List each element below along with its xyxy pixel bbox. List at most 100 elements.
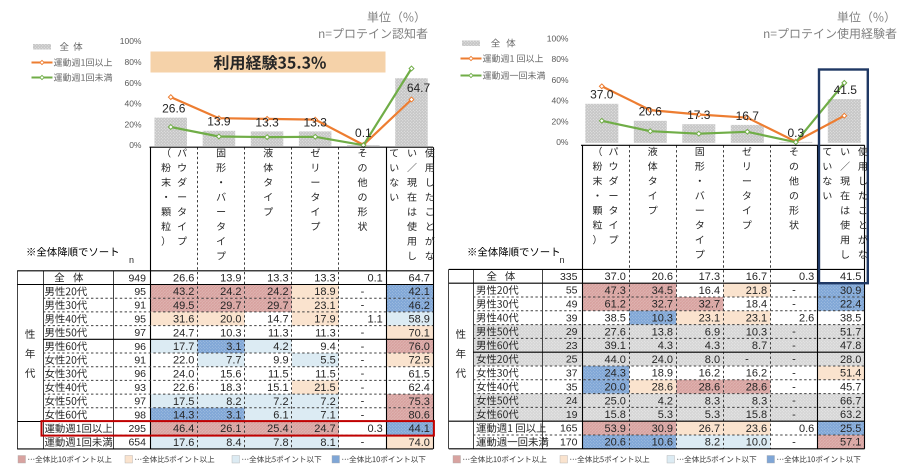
svg-text:38.5: 38.5 xyxy=(840,313,861,325)
svg-text:49.5: 49.5 xyxy=(173,300,194,312)
svg-text:96: 96 xyxy=(134,368,146,380)
svg-text:-: - xyxy=(361,409,365,421)
svg-text:18.4: 18.4 xyxy=(746,299,767,311)
svg-text:1.1: 1.1 xyxy=(368,314,383,326)
svg-text:25.0: 25.0 xyxy=(604,395,625,407)
svg-text:4.2: 4.2 xyxy=(273,341,288,353)
svg-text:46.2: 46.2 xyxy=(408,300,429,312)
svg-text:44.0: 44.0 xyxy=(604,354,625,366)
svg-text:45.7: 45.7 xyxy=(840,382,861,394)
svg-text:30.9: 30.9 xyxy=(652,423,673,435)
svg-text:21.5: 21.5 xyxy=(314,382,335,394)
svg-text:17.7: 17.7 xyxy=(173,341,194,353)
svg-text:17.6: 17.6 xyxy=(173,437,194,449)
svg-text:32.7: 32.7 xyxy=(652,299,673,311)
svg-text:24: 24 xyxy=(566,395,578,407)
svg-text:9.4: 9.4 xyxy=(320,341,335,353)
svg-text:55: 55 xyxy=(566,285,578,297)
svg-text:95: 95 xyxy=(134,313,146,325)
svg-text:-: - xyxy=(361,355,365,367)
svg-text:-: - xyxy=(792,326,796,338)
svg-text:3.1: 3.1 xyxy=(226,341,241,353)
svg-text:60%: 60% xyxy=(551,75,568,85)
svg-text:335: 335 xyxy=(560,271,578,283)
svg-text:8.7: 8.7 xyxy=(752,340,767,352)
svg-text:0.3: 0.3 xyxy=(787,126,804,140)
svg-text:0.3: 0.3 xyxy=(799,271,814,283)
svg-text:-: - xyxy=(792,340,796,352)
svg-text:25.4: 25.4 xyxy=(267,423,288,435)
svg-text:80%: 80% xyxy=(124,57,141,67)
svg-text:62.4: 62.4 xyxy=(408,382,429,394)
svg-text:-: - xyxy=(792,409,796,421)
svg-text:100%: 100% xyxy=(120,36,142,46)
svg-text:37: 37 xyxy=(566,368,578,380)
svg-text:8.3: 8.3 xyxy=(752,395,767,407)
svg-text:5.3: 5.3 xyxy=(658,409,673,421)
svg-text:29.7: 29.7 xyxy=(267,300,288,312)
svg-text:17.9: 17.9 xyxy=(314,314,335,326)
svg-text:7.1: 7.1 xyxy=(320,410,335,422)
svg-text:30.9: 30.9 xyxy=(840,285,861,297)
svg-text:4.3: 4.3 xyxy=(705,340,720,352)
svg-text:37.0: 37.0 xyxy=(590,88,614,102)
svg-text:-: - xyxy=(361,286,365,298)
svg-text:28.0: 28.0 xyxy=(840,354,861,366)
svg-text:75.3: 75.3 xyxy=(408,396,429,408)
svg-text:7.7: 7.7 xyxy=(226,355,241,367)
svg-text:16.7: 16.7 xyxy=(746,271,767,283)
svg-text:23: 23 xyxy=(566,340,578,352)
svg-text:-: - xyxy=(792,381,796,393)
svg-text:39: 39 xyxy=(566,312,578,324)
svg-text:23.1: 23.1 xyxy=(699,313,720,325)
svg-text:8.0: 8.0 xyxy=(705,354,720,366)
svg-text:96: 96 xyxy=(134,341,146,353)
svg-text:40%: 40% xyxy=(551,96,568,106)
svg-text:7.2: 7.2 xyxy=(320,396,335,408)
svg-text:43.2: 43.2 xyxy=(173,286,194,298)
svg-text:95: 95 xyxy=(134,286,146,298)
svg-text:-: - xyxy=(792,299,796,311)
svg-text:7.8: 7.8 xyxy=(273,437,288,449)
svg-text:27.6: 27.6 xyxy=(604,326,625,338)
svg-text:80.6: 80.6 xyxy=(408,410,429,422)
svg-text:24.2: 24.2 xyxy=(267,286,288,298)
svg-text:46.4: 46.4 xyxy=(173,423,194,435)
svg-text:11.3: 11.3 xyxy=(315,327,336,339)
svg-text:26.7: 26.7 xyxy=(699,423,720,435)
svg-text:20.6: 20.6 xyxy=(604,437,625,449)
svg-text:24.7: 24.7 xyxy=(173,327,194,339)
svg-text:26.1: 26.1 xyxy=(220,423,241,435)
svg-text:41.5: 41.5 xyxy=(834,83,858,97)
svg-text:47.8: 47.8 xyxy=(840,340,861,352)
svg-text:-: - xyxy=(361,341,365,353)
svg-text:17.5: 17.5 xyxy=(173,396,194,408)
svg-text:6.9: 6.9 xyxy=(705,326,720,338)
svg-text:91: 91 xyxy=(134,300,146,312)
svg-text:13.3: 13.3 xyxy=(314,273,335,285)
svg-text:4.3: 4.3 xyxy=(658,340,673,352)
svg-text:-: - xyxy=(792,285,796,297)
svg-text:97: 97 xyxy=(134,327,146,339)
svg-text:11.3: 11.3 xyxy=(268,327,289,339)
svg-text:8.2: 8.2 xyxy=(705,437,720,449)
svg-text:57.1: 57.1 xyxy=(840,437,861,449)
svg-text:3.1: 3.1 xyxy=(226,410,241,422)
svg-text:16.7: 16.7 xyxy=(736,109,760,123)
svg-text:13.3: 13.3 xyxy=(255,115,279,129)
svg-text:n: n xyxy=(129,255,134,265)
svg-text:51.4: 51.4 xyxy=(840,368,861,380)
svg-text:-: - xyxy=(361,300,365,312)
svg-text:31.6: 31.6 xyxy=(173,314,194,326)
svg-text:5.5: 5.5 xyxy=(320,355,335,367)
svg-text:949: 949 xyxy=(128,272,146,284)
svg-text:-: - xyxy=(361,368,365,380)
svg-text:97: 97 xyxy=(134,396,146,408)
svg-text:44.1: 44.1 xyxy=(408,423,429,435)
svg-text:0.1: 0.1 xyxy=(355,126,372,140)
svg-text:47.3: 47.3 xyxy=(604,285,625,297)
svg-text:22.0: 22.0 xyxy=(173,355,194,367)
svg-text:20%: 20% xyxy=(551,116,568,126)
svg-text:-: - xyxy=(792,437,796,449)
svg-text:11.5: 11.5 xyxy=(268,368,289,380)
